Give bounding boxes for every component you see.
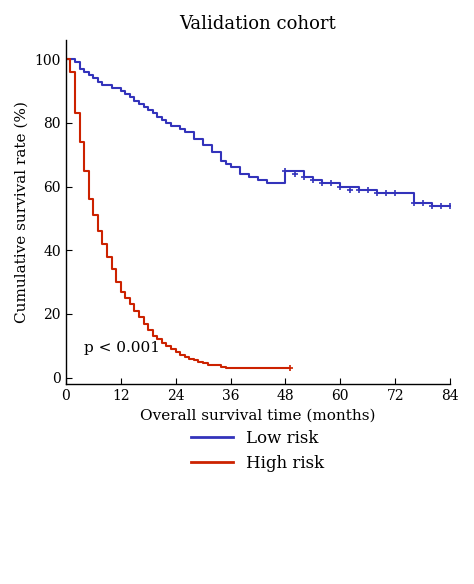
Y-axis label: Cumulative survival rate (%): Cumulative survival rate (%) xyxy=(15,101,29,323)
Legend: Low risk, High risk: Low risk, High risk xyxy=(185,423,331,479)
Text: p < 0.001: p < 0.001 xyxy=(84,342,160,356)
Title: Validation cohort: Validation cohort xyxy=(180,15,337,33)
X-axis label: Overall survival time (months): Overall survival time (months) xyxy=(140,408,376,422)
